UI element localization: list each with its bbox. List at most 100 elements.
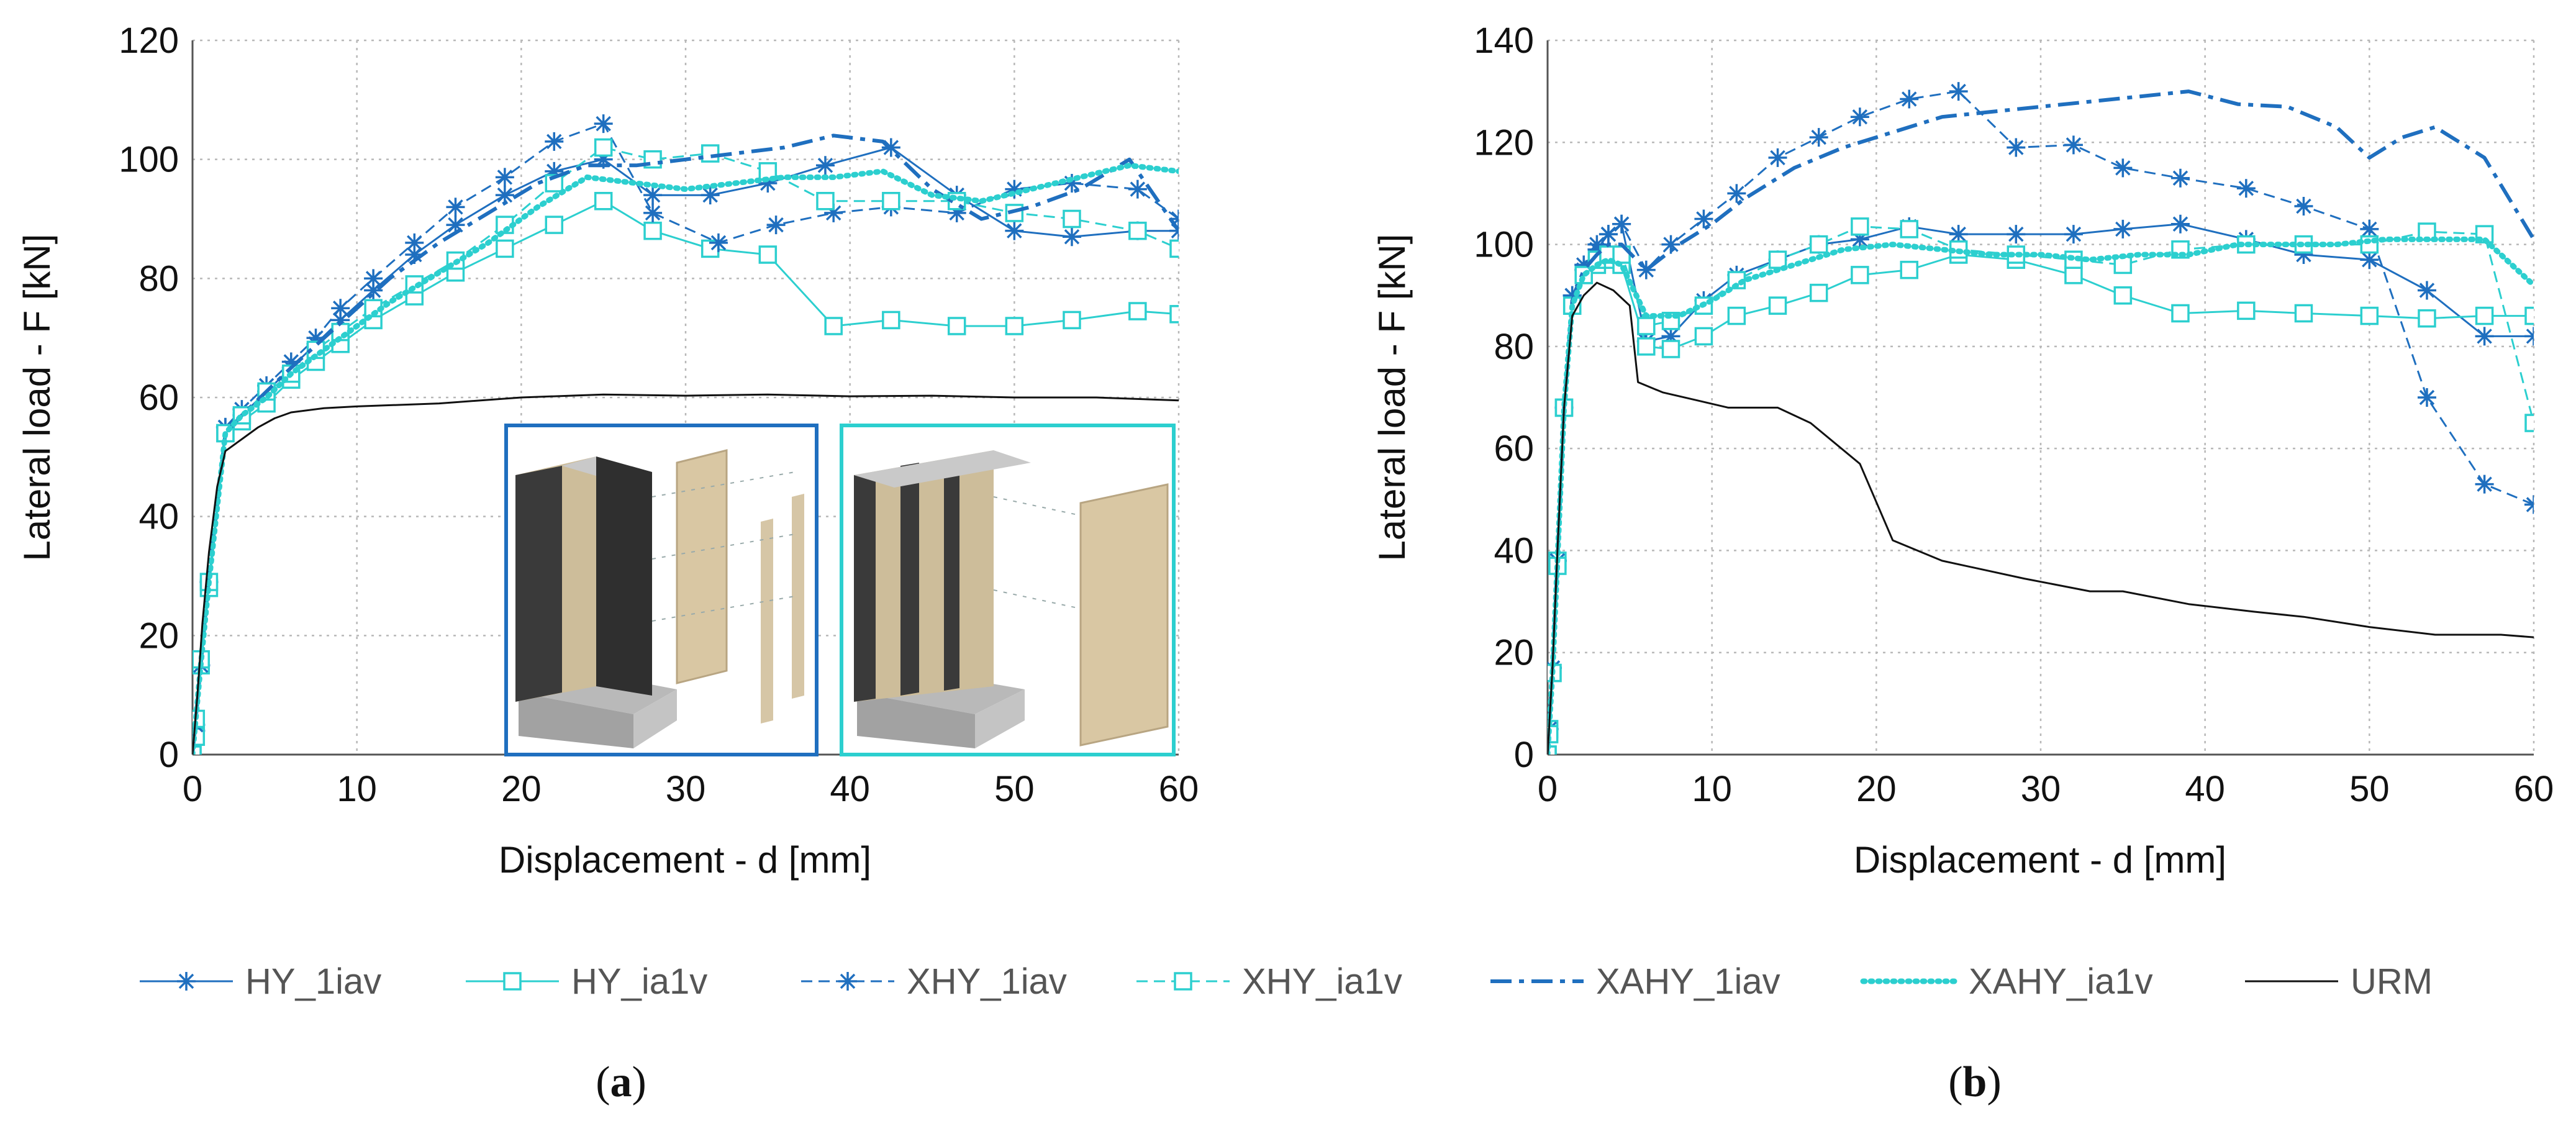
data-point-XHY_1iav bbox=[405, 233, 424, 252]
data-point-HY_1iav bbox=[815, 156, 835, 175]
data-point-XHY_ia1v bbox=[1637, 317, 1656, 335]
data-point-HY_1iav bbox=[495, 186, 514, 205]
data-point-HY_ia1v bbox=[2524, 306, 2534, 325]
y-tick-label: 120 bbox=[119, 20, 179, 61]
y-tick-label: 60 bbox=[1494, 429, 1534, 469]
data-point-HY_ia1v bbox=[1694, 327, 1713, 346]
legend-marker bbox=[1174, 972, 1192, 991]
data-point-XHY_1iav bbox=[2007, 138, 2026, 157]
y-tick-label: 20 bbox=[138, 615, 179, 656]
chart-a-y-axis-label: Lateral load - F [kN] bbox=[16, 234, 58, 561]
data-point-HY_ia1v bbox=[2360, 306, 2379, 325]
data-point-XHY_ia1v bbox=[2524, 414, 2534, 432]
y-tick-label: 0 bbox=[1514, 735, 1534, 775]
legend-label: XHY_1iav bbox=[907, 961, 1067, 1002]
data-point-XHY_1iav bbox=[1574, 255, 1594, 275]
data-point-HY_1iav bbox=[1850, 230, 1869, 249]
legend-item-HY_ia1v: HY_ia1v bbox=[466, 961, 707, 1002]
data-point-HY_1iav bbox=[545, 161, 564, 181]
data-point-XHY_1iav bbox=[709, 233, 728, 252]
data-point-XHY_ia1v bbox=[1005, 204, 1024, 222]
x-tick-label: 20 bbox=[1856, 769, 1897, 809]
data-point-XHY_1iav bbox=[1768, 148, 1787, 167]
data-point-HY_1iav bbox=[2417, 281, 2436, 300]
data-point-XHY_1iav bbox=[1949, 82, 1968, 101]
data-point-HY_1iav bbox=[758, 174, 778, 193]
x-tick-label: 50 bbox=[2349, 769, 2390, 809]
data-point-HY_ia1v bbox=[2171, 304, 2190, 323]
legend-marker bbox=[838, 972, 857, 991]
y-tick-label: 100 bbox=[1474, 225, 1534, 265]
data-point-HY_ia1v bbox=[496, 239, 514, 258]
data-point-XHY_1iav bbox=[2417, 388, 2436, 407]
data-point-HY_ia1v bbox=[2294, 304, 2313, 323]
y-tick-label: 140 bbox=[1474, 20, 1534, 61]
chart-b-y-axis-label: Lateral load - F [kN] bbox=[1371, 234, 1413, 561]
data-point-XHY_1iav bbox=[446, 197, 465, 217]
data-point-XHY_1iav bbox=[2360, 219, 2379, 238]
legend-item-HY_1iav: HY_1iav bbox=[140, 961, 381, 1002]
chart-b-series bbox=[1548, 82, 2534, 755]
data-point-HY_1iav bbox=[331, 311, 350, 330]
data-point-XHY_ia1v bbox=[1900, 220, 1919, 238]
legend-item-XAHY_ia1v: XAHY_ia1v bbox=[1860, 961, 2153, 1002]
data-point-XHY_1iav bbox=[1005, 179, 1024, 199]
x-tick-label: 50 bbox=[994, 769, 1035, 809]
y-tick-label: 80 bbox=[138, 258, 179, 299]
series-line-URM bbox=[193, 393, 1179, 755]
data-point-XHY_1iav bbox=[364, 269, 383, 288]
data-point-XHY_1iav bbox=[281, 352, 301, 371]
series-XHY_ia1v bbox=[1548, 217, 2534, 755]
data-point-HY_1iav bbox=[2064, 225, 2083, 244]
data-point-XHY_1iav bbox=[766, 216, 786, 235]
y-tick-label: 40 bbox=[1494, 530, 1534, 571]
legend-label: XHY_ia1v bbox=[1242, 961, 1402, 1002]
chart-b-axes bbox=[1546, 40, 2534, 756]
x-tick-label: 10 bbox=[1692, 769, 1732, 809]
data-point-HY_1iav bbox=[643, 186, 663, 205]
data-point-HY_ia1v bbox=[2064, 266, 2083, 284]
data-point-HY_1iav bbox=[2007, 225, 2026, 244]
chart-a: 0 20 40 60 80 100 120 0 10 20 30 40 50 60 bbox=[16, 20, 1199, 881]
data-point-HY_ia1v bbox=[1661, 340, 1680, 358]
panel-label-a: (a) bbox=[596, 1058, 646, 1106]
chart-a-tick-labels: 0 20 40 60 80 100 120 0 10 20 30 40 50 60 bbox=[119, 20, 1199, 809]
data-point-HY_1iav bbox=[405, 245, 424, 264]
data-point-XHY_ia1v bbox=[1851, 217, 1869, 236]
y-tick-label: 20 bbox=[1494, 633, 1534, 673]
data-point-XHY_1iav bbox=[2294, 196, 2313, 216]
data-point-XHY_1iav bbox=[1694, 209, 1713, 229]
series-URM bbox=[1548, 281, 2534, 755]
data-point-XHY_1iav bbox=[495, 168, 514, 187]
x-tick-label: 30 bbox=[2021, 769, 2061, 809]
series-line-URM bbox=[1548, 281, 2534, 755]
series-line-XAHY_1iav bbox=[1548, 89, 2534, 755]
data-point-XHY_1iav bbox=[594, 114, 613, 134]
x-tick-label: 10 bbox=[337, 769, 377, 809]
legend-label: XAHY_ia1v bbox=[1969, 961, 2153, 1002]
data-point-HY_1iav bbox=[1949, 225, 1968, 244]
data-point-HY_ia1v bbox=[2237, 301, 2256, 320]
data-point-XHY_1iav bbox=[1636, 260, 1656, 279]
data-point-HY_1iav bbox=[2524, 327, 2534, 346]
data-point-HY_ia1v bbox=[1169, 305, 1179, 324]
data-point-HY_ia1v bbox=[1727, 306, 1746, 325]
chart-b-tick-labels: 0 20 40 60 80 100 120 140 0 10 20 30 40 50 60 bbox=[1474, 20, 2554, 809]
legend-label: HY_ia1v bbox=[571, 961, 707, 1002]
chart-b-x-axis-label: Displacement - d [mm] bbox=[1854, 839, 2226, 881]
data-point-XHY_1iav bbox=[824, 203, 843, 222]
data-point-HY_1iav bbox=[2360, 250, 2379, 270]
data-point-HY_ia1v bbox=[2113, 286, 2133, 305]
legend-label: XAHY_1iav bbox=[1596, 961, 1780, 1002]
data-point-XHY_ia1v bbox=[816, 192, 835, 211]
data-point-HY_ia1v bbox=[1063, 311, 1081, 330]
data-point-HY_ia1v bbox=[947, 317, 966, 335]
data-point-XHY_1iav bbox=[2236, 179, 2256, 198]
data-point-HY_ia1v bbox=[545, 216, 564, 234]
data-point-HY_1iav bbox=[446, 216, 465, 235]
data-point-XHY_1iav bbox=[1809, 128, 1828, 147]
data-point-HY_ia1v bbox=[882, 311, 900, 330]
chart-a-inset-specimens bbox=[504, 424, 1176, 756]
data-point-XHY_1iav bbox=[2524, 495, 2534, 514]
